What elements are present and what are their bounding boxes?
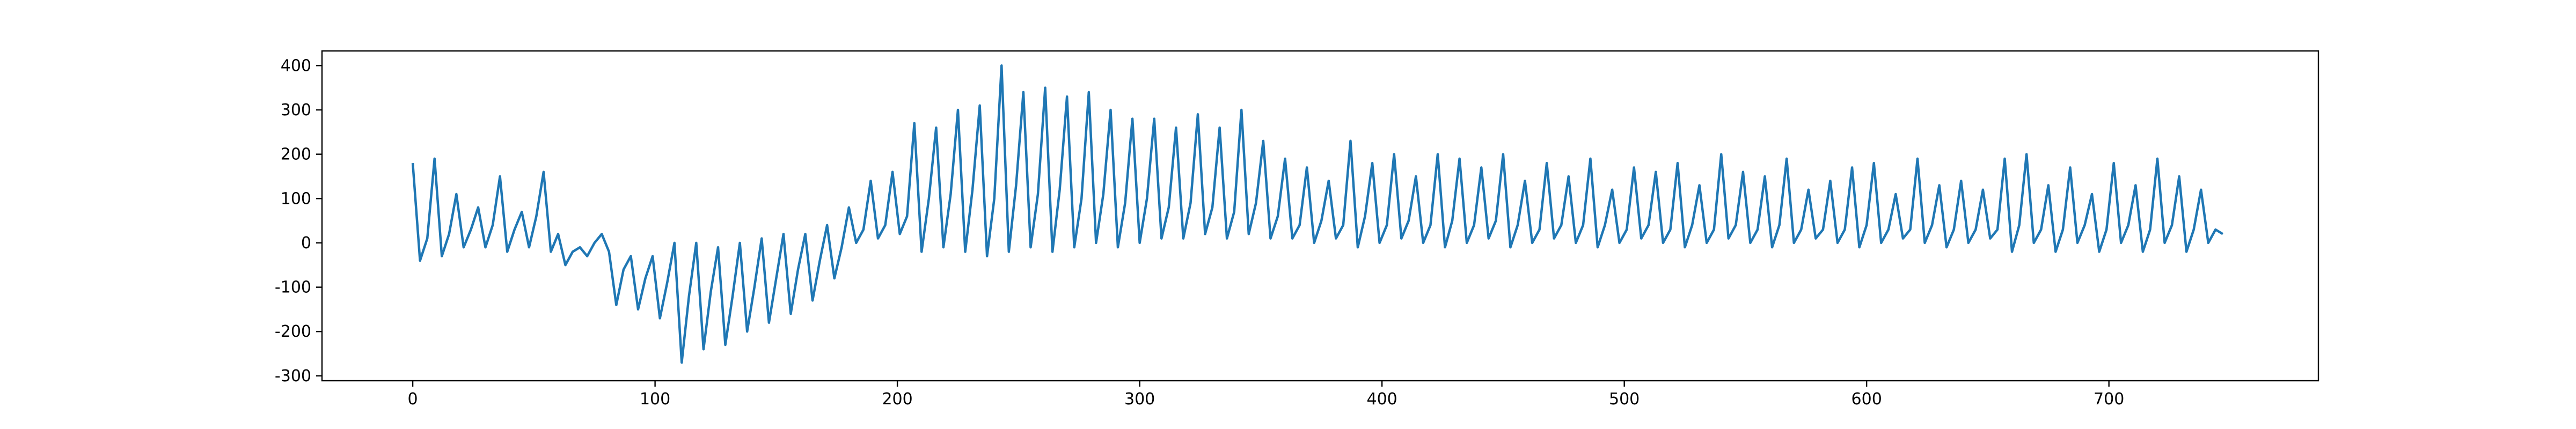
x-tick-label: 200 [882, 390, 912, 409]
y-tick-label: -100 [275, 278, 311, 297]
y-tick-label: -200 [275, 322, 311, 341]
x-tick-label: 300 [1124, 390, 1155, 409]
x-tick-label: 700 [2094, 390, 2124, 409]
y-tick-label: 200 [281, 145, 311, 164]
y-tick-label: 400 [281, 56, 311, 75]
y-tick-label: -300 [275, 367, 311, 386]
line [411, 64, 2224, 364]
x-tick-label: 500 [1609, 390, 1640, 409]
axes-frame [321, 50, 2319, 382]
x-tick-label: 400 [1367, 390, 1397, 409]
x-tick-label: 0 [408, 390, 418, 409]
y-tick-label: 300 [281, 101, 311, 120]
x-tick-label: 600 [1851, 390, 1882, 409]
y-tick-label: 100 [281, 189, 311, 208]
x-tick-label: 100 [640, 390, 670, 409]
y-tick-label: 0 [301, 234, 311, 253]
